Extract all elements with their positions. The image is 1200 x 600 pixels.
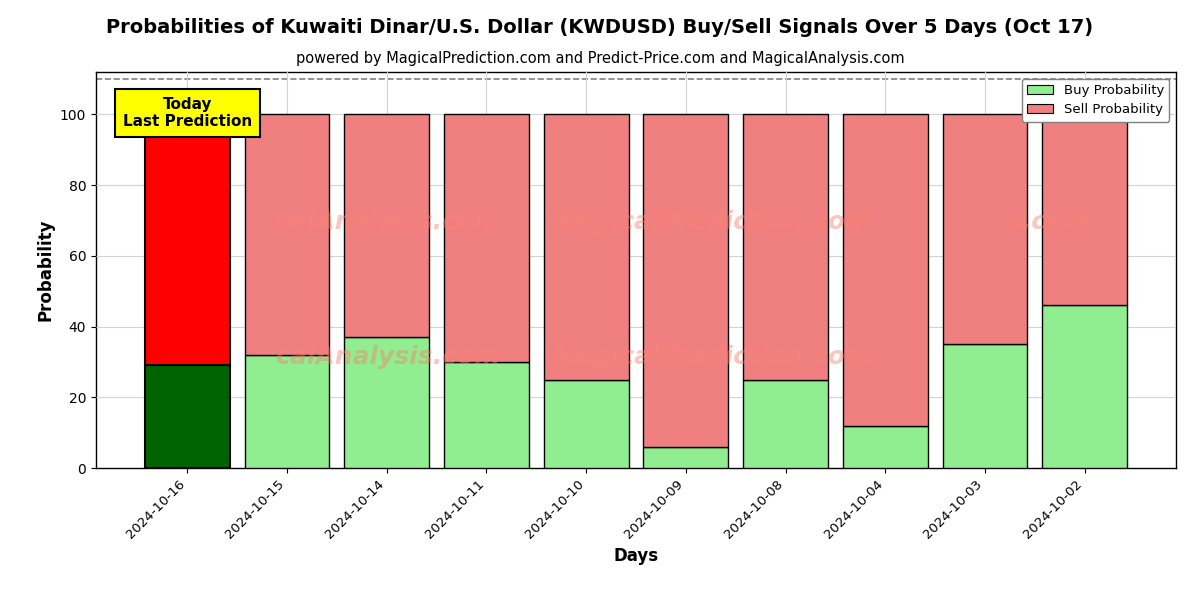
Bar — [643, 115, 728, 447]
Bar — [643, 447, 728, 468]
Bar — [942, 115, 1027, 344]
Bar — [344, 115, 430, 337]
Bar — [145, 365, 230, 468]
Text: calAnalysis.com: calAnalysis.com — [275, 211, 500, 235]
Bar — [1042, 305, 1127, 468]
Text: Today
Last Prediction: Today Last Prediction — [122, 97, 252, 129]
Legend: Buy Probability, Sell Probability: Buy Probability, Sell Probability — [1021, 79, 1170, 122]
Bar — [544, 380, 629, 468]
Bar — [1042, 115, 1127, 305]
X-axis label: Days: Days — [613, 547, 659, 565]
Text: MagicalPrediction.com: MagicalPrediction.com — [552, 211, 871, 235]
Bar — [743, 115, 828, 380]
Text: n.com: n.com — [1003, 211, 1090, 235]
Bar — [245, 115, 330, 355]
Bar — [942, 344, 1027, 468]
Bar — [544, 115, 629, 380]
Bar — [145, 115, 230, 365]
Y-axis label: Probability: Probability — [36, 219, 54, 321]
Text: powered by MagicalPrediction.com and Predict-Price.com and MagicalAnalysis.com: powered by MagicalPrediction.com and Pre… — [295, 51, 905, 66]
Text: Probabilities of Kuwaiti Dinar/U.S. Dollar (KWDUSD) Buy/Sell Signals Over 5 Days: Probabilities of Kuwaiti Dinar/U.S. Doll… — [107, 18, 1093, 37]
Text: calAnalysis.com: calAnalysis.com — [275, 345, 500, 369]
Bar — [842, 425, 928, 468]
Bar — [344, 337, 430, 468]
Text: MagicalPrediction.com: MagicalPrediction.com — [552, 345, 871, 369]
Bar — [444, 362, 529, 468]
Bar — [842, 115, 928, 425]
Bar — [444, 115, 529, 362]
Bar — [245, 355, 330, 468]
Bar — [743, 380, 828, 468]
